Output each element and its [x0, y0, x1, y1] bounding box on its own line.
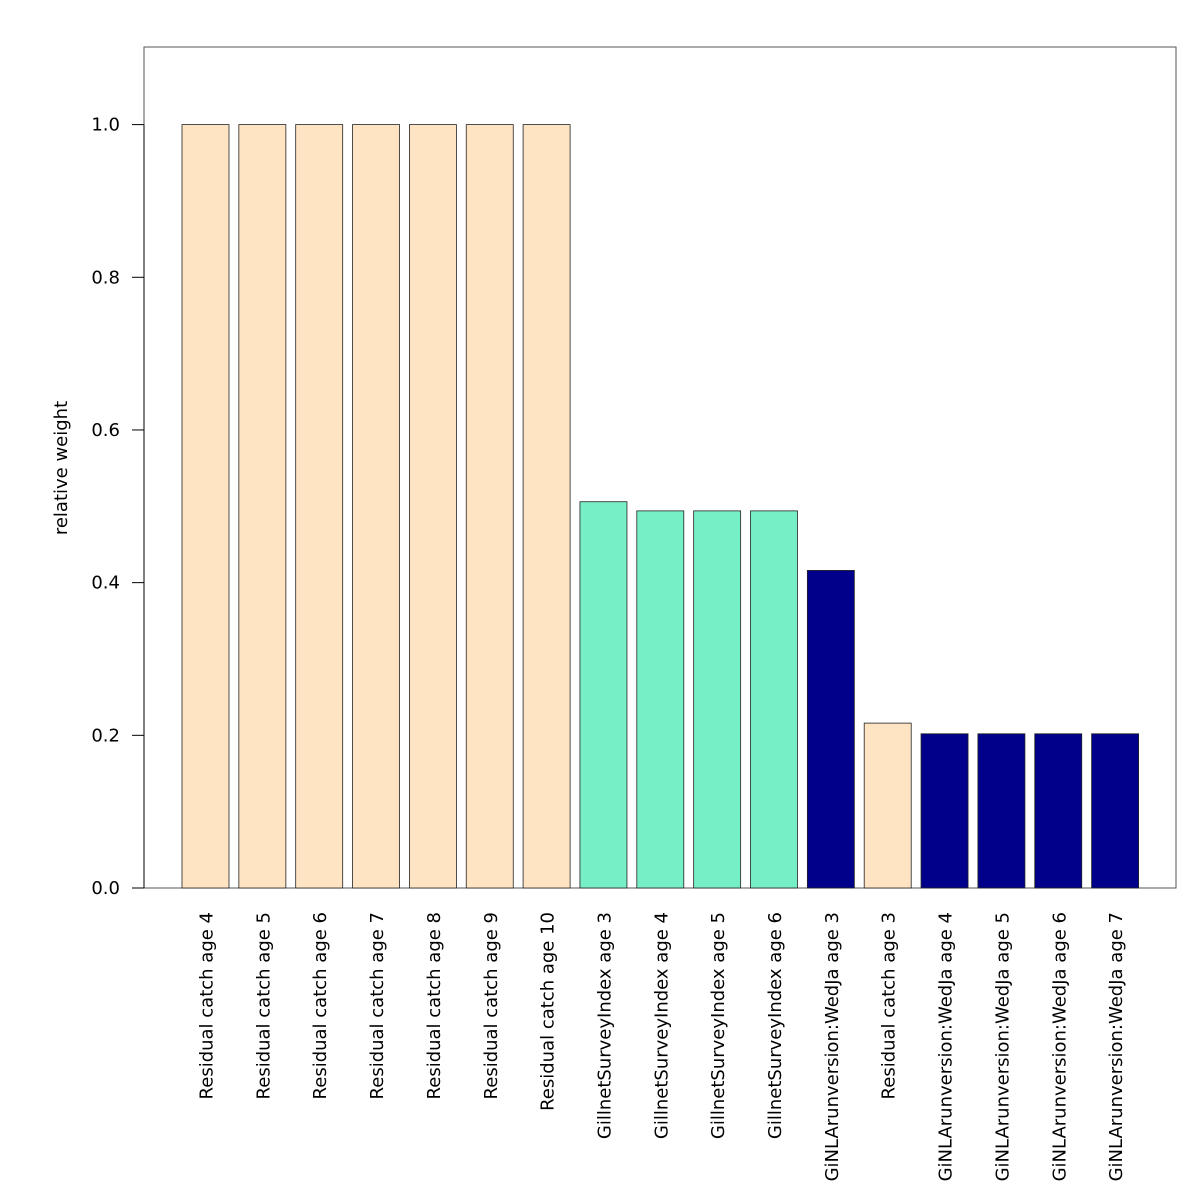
bar	[352, 124, 400, 889]
x-category-label: GiNLArunversion:WedJa age 7	[1106, 912, 1127, 1181]
bar	[522, 124, 571, 889]
x-category-label: Residual catch age 9	[481, 912, 502, 1099]
x-category-label: GiNLArunversion:WedJa age 5	[992, 912, 1013, 1181]
y-axis: 0.0 0.2 0.4 0.6 0.8 1.0	[91, 115, 145, 899]
x-category-label: GiNLArunversion:WedJa age 6	[1049, 912, 1070, 1181]
bar	[579, 501, 628, 889]
bar	[806, 570, 855, 889]
bar	[465, 124, 514, 889]
y-tick-label: 0.2	[91, 725, 120, 746]
x-category-label: GillnetSurveyIndex age 3	[594, 912, 615, 1139]
y-axis-title: relative weight	[51, 401, 72, 535]
x-category-label: Residual catch age 6	[310, 912, 331, 1099]
bar	[1091, 733, 1139, 889]
x-category-label: GillnetSurveyIndex age 6	[765, 912, 786, 1139]
x-category-label: Residual catch age 8	[424, 912, 445, 1099]
x-labels: Residual catch age 4 Residual catch age 5…	[197, 912, 1128, 1181]
y-tick-label: 0.4	[91, 573, 120, 594]
bar	[863, 722, 912, 889]
bar	[1034, 733, 1083, 889]
bar	[750, 510, 798, 889]
x-category-label: Residual catch age 3	[879, 912, 900, 1099]
x-category-label: GillnetSurveyIndex age 5	[708, 912, 729, 1139]
x-category-label: Residual catch age 10	[538, 912, 559, 1111]
y-tick-label: 1.0	[91, 115, 120, 136]
bar	[238, 124, 287, 889]
bar	[636, 510, 685, 889]
bar	[920, 733, 969, 889]
x-category-label: Residual catch age 4	[197, 912, 218, 1099]
x-category-label: Residual catch age 7	[367, 912, 388, 1099]
y-tick-label: 0.6	[91, 420, 120, 441]
x-category-label: GiNLArunversion:WedJa age 3	[822, 912, 843, 1181]
bar	[181, 124, 230, 889]
bar	[977, 733, 1026, 889]
x-category-label: GillnetSurveyIndex age 4	[651, 912, 672, 1139]
bar	[693, 510, 742, 889]
bar	[408, 124, 457, 889]
x-category-label: Residual catch age 5	[253, 912, 274, 1099]
y-tick-label: 0.8	[91, 267, 120, 288]
bars	[181, 124, 1139, 889]
x-category-label: GiNLArunversion:WedJa age 4	[936, 912, 957, 1181]
bar	[295, 124, 344, 889]
y-tick-label: 0.0	[91, 878, 120, 899]
